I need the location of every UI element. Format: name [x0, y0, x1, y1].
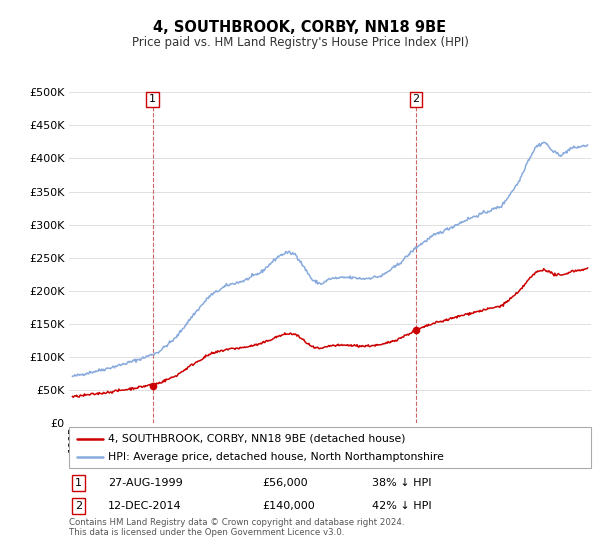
- Text: HPI: Average price, detached house, North Northamptonshire: HPI: Average price, detached house, Nort…: [108, 452, 444, 462]
- Text: 2: 2: [412, 95, 419, 104]
- Text: £140,000: £140,000: [262, 501, 315, 511]
- Text: 42% ↓ HPI: 42% ↓ HPI: [372, 501, 431, 511]
- Text: 4, SOUTHBROOK, CORBY, NN18 9BE: 4, SOUTHBROOK, CORBY, NN18 9BE: [154, 20, 446, 35]
- Text: Contains HM Land Registry data © Crown copyright and database right 2024.
This d: Contains HM Land Registry data © Crown c…: [69, 518, 404, 538]
- Text: 1: 1: [75, 478, 82, 488]
- Text: 38% ↓ HPI: 38% ↓ HPI: [372, 478, 431, 488]
- Text: 27-AUG-1999: 27-AUG-1999: [108, 478, 183, 488]
- Text: 12-DEC-2014: 12-DEC-2014: [108, 501, 182, 511]
- Text: 4, SOUTHBROOK, CORBY, NN18 9BE (detached house): 4, SOUTHBROOK, CORBY, NN18 9BE (detached…: [108, 433, 406, 444]
- Text: £56,000: £56,000: [262, 478, 308, 488]
- Text: 1: 1: [149, 95, 156, 104]
- Text: 2: 2: [75, 501, 82, 511]
- Text: Price paid vs. HM Land Registry's House Price Index (HPI): Price paid vs. HM Land Registry's House …: [131, 36, 469, 49]
